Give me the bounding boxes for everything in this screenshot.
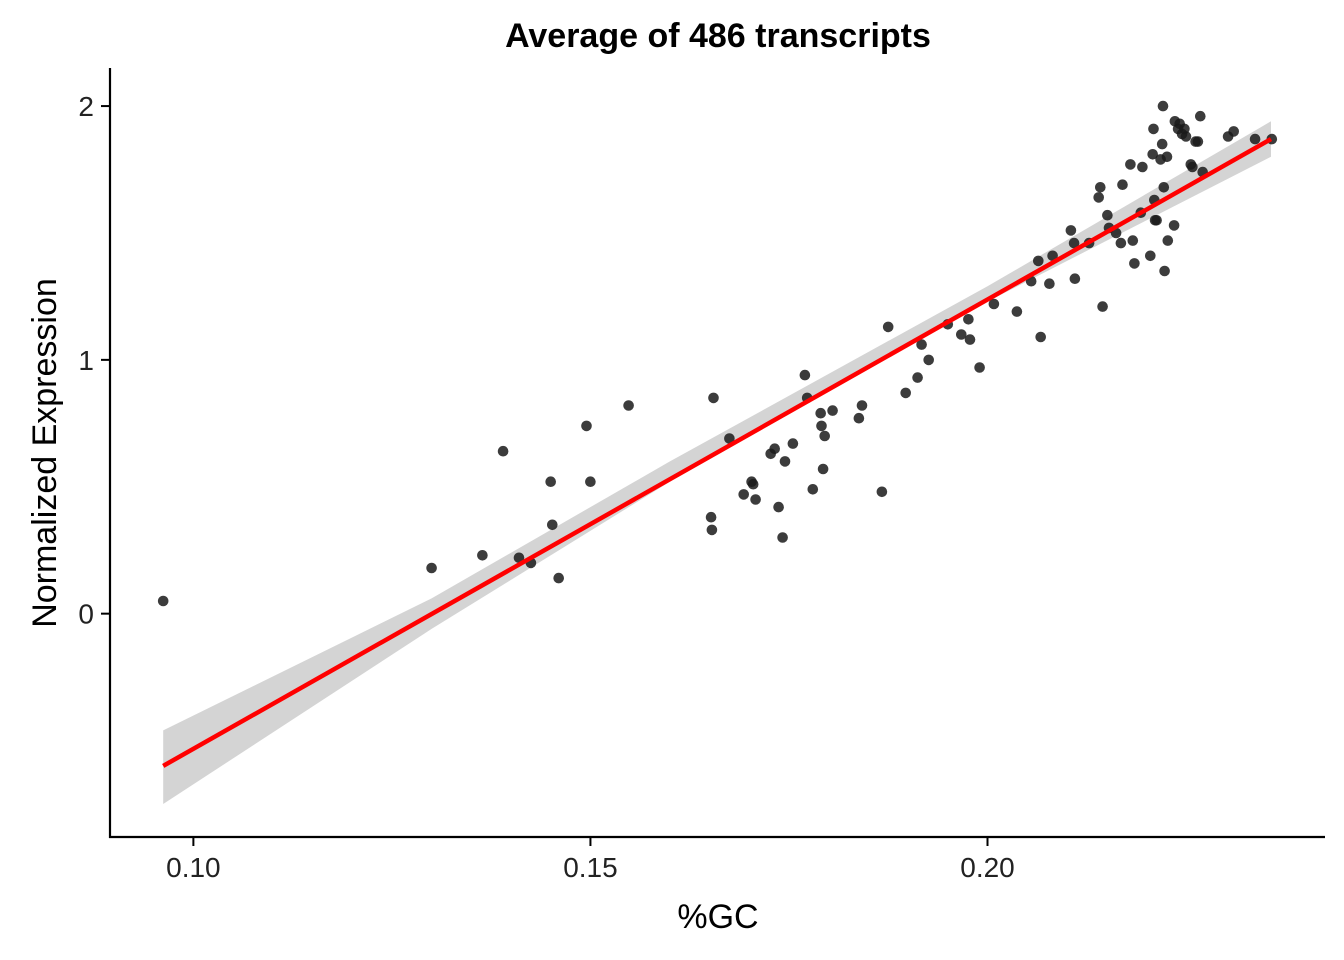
data-point xyxy=(956,329,967,340)
data-point xyxy=(1228,126,1239,137)
data-point xyxy=(779,456,791,467)
y-tick-label: 1 xyxy=(78,345,94,376)
data-point xyxy=(1145,250,1156,262)
data-point xyxy=(585,476,596,488)
data-point xyxy=(738,489,749,500)
data-point xyxy=(815,407,826,419)
data-point xyxy=(1044,278,1055,290)
data-point xyxy=(974,362,985,373)
data-point xyxy=(916,339,927,350)
tick-marks: 0.10 0.15 0.20 0 1 2 xyxy=(78,91,1014,883)
x-tick-label: 0.10 xyxy=(166,852,221,883)
data-point xyxy=(773,501,784,513)
data-point xyxy=(426,562,437,574)
x-axis-title: %GC xyxy=(677,898,758,936)
y-tick-label: 2 xyxy=(78,91,94,122)
data-point xyxy=(1151,215,1162,226)
plot-area xyxy=(157,100,1278,805)
data-point xyxy=(827,405,838,416)
data-point xyxy=(477,550,488,561)
data-point xyxy=(1161,151,1173,163)
data-point xyxy=(623,400,634,411)
data-point xyxy=(1127,235,1139,246)
data-point xyxy=(817,463,829,475)
data-point xyxy=(497,445,509,457)
data-point xyxy=(787,438,799,449)
data-point xyxy=(545,476,556,488)
data-point xyxy=(547,519,558,531)
data-point xyxy=(769,443,780,455)
data-point xyxy=(1249,133,1261,145)
data-point xyxy=(1033,255,1044,267)
data-point xyxy=(1195,110,1206,122)
data-point xyxy=(1180,131,1192,142)
data-point xyxy=(1093,192,1104,203)
x-tick-label: 0.20 xyxy=(960,852,1015,883)
data-point xyxy=(1159,265,1170,277)
data-point xyxy=(708,392,719,404)
data-point xyxy=(1115,237,1127,249)
data-point xyxy=(819,430,830,442)
data-point xyxy=(1168,220,1180,231)
data-point xyxy=(963,314,974,325)
data-point xyxy=(157,595,169,607)
data-point xyxy=(988,298,1000,310)
y-tick-label: 0 xyxy=(78,599,94,630)
data-point xyxy=(1192,136,1204,147)
data-point xyxy=(816,420,827,432)
data-point xyxy=(1011,306,1023,317)
data-point xyxy=(882,321,894,333)
data-point xyxy=(900,387,911,399)
data-point xyxy=(1065,225,1077,236)
data-point xyxy=(856,400,868,411)
axes xyxy=(108,68,1325,839)
data-point xyxy=(553,572,564,584)
data-point xyxy=(1148,123,1159,135)
data-point xyxy=(807,484,819,495)
data-point xyxy=(1068,237,1080,249)
data-point xyxy=(777,532,788,543)
data-point xyxy=(1117,179,1128,190)
data-point xyxy=(1095,182,1106,193)
regression-line xyxy=(162,137,1273,768)
data-point xyxy=(923,354,934,366)
data-point xyxy=(876,486,888,498)
data-point xyxy=(724,433,735,444)
chart-title: Average of 486 transcripts xyxy=(505,17,931,55)
data-point xyxy=(1156,138,1168,150)
data-point xyxy=(1102,209,1113,221)
confidence-band xyxy=(163,121,1272,805)
x-tick-label: 0.15 xyxy=(563,852,618,883)
data-point xyxy=(1162,235,1174,246)
data-point xyxy=(799,369,811,381)
data-point xyxy=(1158,182,1170,193)
data-point xyxy=(853,412,865,424)
data-point xyxy=(1035,331,1046,343)
data-point xyxy=(964,334,976,345)
data-point xyxy=(912,372,923,383)
data-point xyxy=(581,420,592,432)
data-point xyxy=(1069,273,1081,285)
y-axis-title: Normalized Expression xyxy=(26,278,64,628)
data-point xyxy=(1137,161,1148,173)
data-point xyxy=(1097,301,1108,312)
data-point xyxy=(706,524,718,536)
data-point xyxy=(1157,100,1169,112)
data-point xyxy=(1125,159,1136,170)
data-point xyxy=(1047,250,1058,262)
data-point xyxy=(1147,149,1158,160)
data-point xyxy=(750,494,761,505)
data-point xyxy=(1187,161,1198,173)
data-point xyxy=(513,552,525,564)
data-point xyxy=(705,511,717,523)
data-point xyxy=(747,478,759,490)
data-point xyxy=(1129,258,1140,269)
